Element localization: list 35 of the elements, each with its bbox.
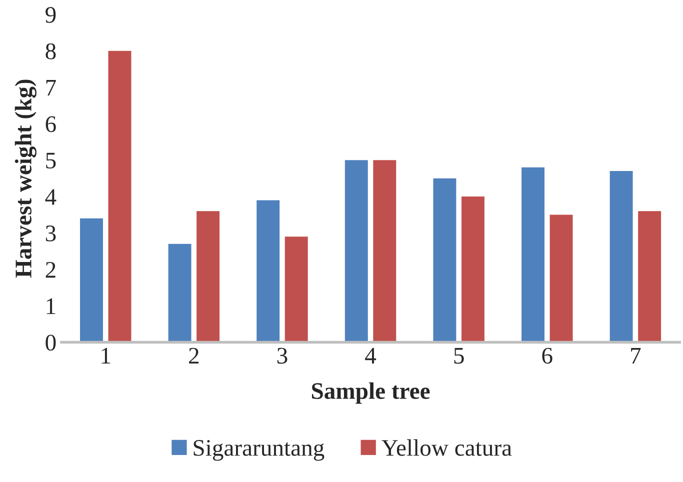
y-tick-label: 2 — [46, 262, 56, 278]
x-tick-label: 2 — [189, 348, 199, 364]
bar — [168, 244, 192, 342]
bar — [284, 236, 308, 342]
bar — [256, 200, 280, 342]
legend-label: Sigararuntang — [194, 440, 324, 461]
bar — [196, 211, 220, 342]
bar — [610, 171, 633, 342]
bar — [461, 196, 484, 342]
bar — [522, 167, 544, 342]
x-tick-label: 1 — [102, 348, 110, 364]
y-tick-label: 7 — [46, 80, 56, 96]
bar — [80, 218, 103, 342]
y-tick-label: 5 — [46, 152, 56, 169]
y-tick-label: 9 — [46, 7, 56, 23]
bar — [550, 214, 573, 342]
y-tick-label: 1 — [46, 298, 56, 314]
y-tick-label: 3 — [46, 226, 56, 242]
y-axis-title: Harvest weight (kg) — [14, 80, 36, 278]
x-axis-title: Sample tree — [312, 382, 430, 404]
y-tick-label: 8 — [46, 43, 56, 60]
x-tick-label: 6 — [542, 348, 552, 364]
x-tick-label: 4 — [365, 348, 376, 364]
bar — [344, 160, 368, 342]
x-tick-label: 7 — [631, 348, 641, 364]
x-tick-label: 5 — [454, 348, 464, 364]
y-tick-label: 4 — [45, 189, 56, 205]
legend-label: Yellow catura — [382, 439, 512, 456]
bar — [433, 178, 456, 342]
bar — [373, 160, 396, 342]
y-tick-label: 6 — [46, 116, 56, 132]
bar — [638, 211, 662, 342]
x-tick-label: 3 — [277, 348, 288, 364]
bar — [108, 50, 132, 342]
y-tick-label: 0 — [46, 334, 56, 351]
